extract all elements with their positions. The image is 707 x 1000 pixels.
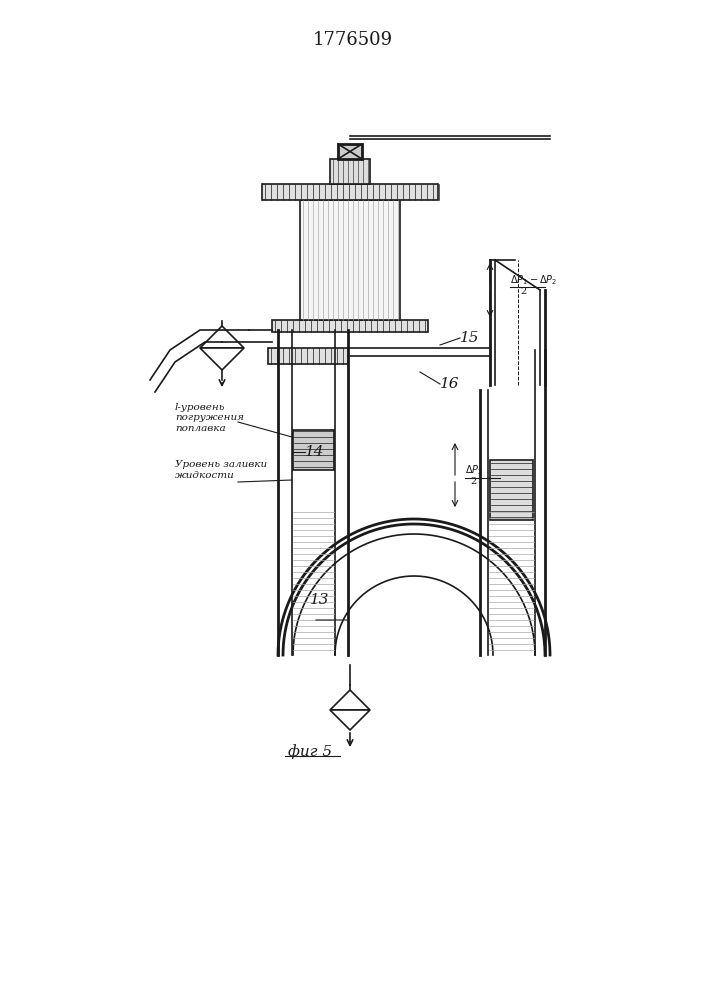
Text: $\Delta P_1 - \Delta P_2$: $\Delta P_1 - \Delta P_2$ (510, 273, 557, 287)
Text: 1776509: 1776509 (313, 31, 393, 49)
Text: l-уровень
погружения
поплавка: l-уровень погружения поплавка (175, 403, 244, 433)
Bar (272, 320, 428, 332)
Text: 15: 15 (460, 331, 479, 345)
Text: 2: 2 (520, 288, 526, 296)
Bar (300, 200, 400, 320)
Text: 16: 16 (440, 377, 460, 391)
Bar (262, 184, 438, 200)
Polygon shape (200, 348, 244, 370)
Polygon shape (200, 326, 244, 348)
Text: 13: 13 (310, 593, 329, 607)
Bar (490, 460, 533, 520)
Bar (330, 159, 370, 184)
Bar (268, 348, 348, 364)
Polygon shape (330, 690, 370, 710)
Polygon shape (330, 710, 370, 730)
Text: фиг 5: фиг 5 (288, 745, 332, 759)
Bar (338, 144, 362, 159)
Text: 2: 2 (470, 478, 477, 487)
Bar (293, 430, 334, 470)
Text: 14: 14 (305, 445, 325, 459)
Text: $\Delta P_2$: $\Delta P_2$ (465, 463, 483, 477)
Text: Уровень заливки
жидкости: Уровень заливки жидкости (175, 460, 267, 480)
